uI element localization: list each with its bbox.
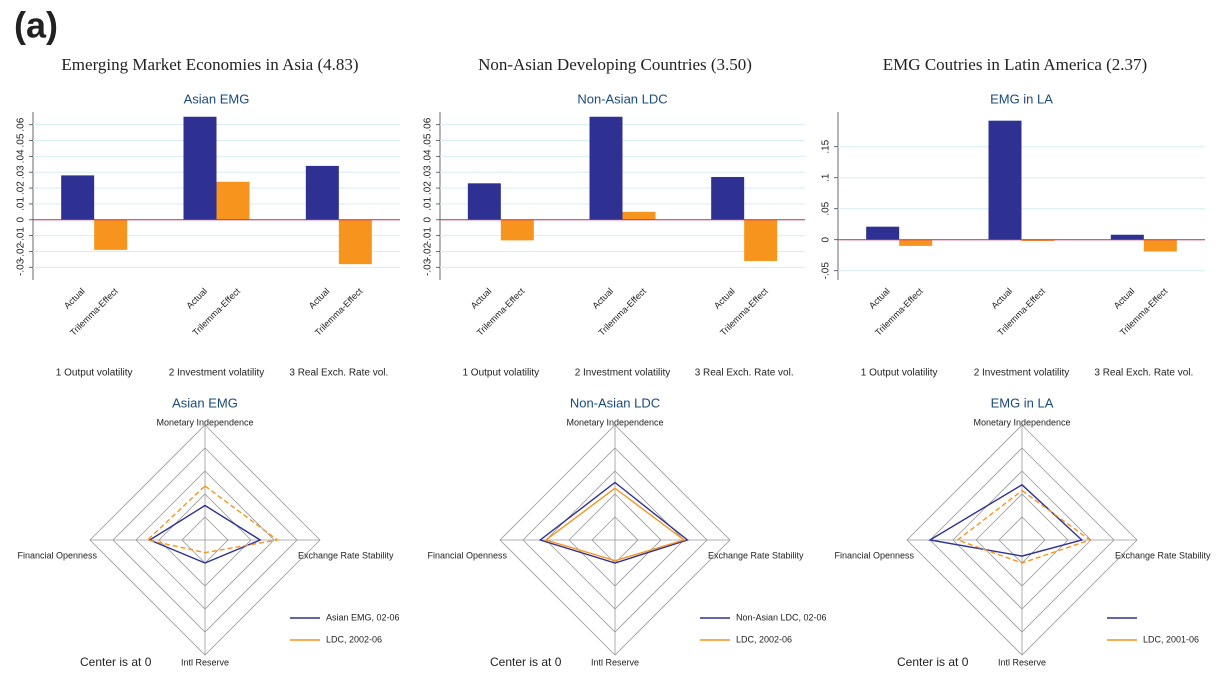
bar <box>500 219 534 241</box>
legend-label: LDC, 2002-06 <box>326 634 382 644</box>
y-tick-label: .05 <box>423 133 434 147</box>
bar-label: Actual <box>989 286 1014 311</box>
panel-heading: Non-Asian Developing Countries (3.50) <box>478 55 752 74</box>
y-tick-label: .06 <box>16 117 27 131</box>
axis-label: Financial Openness <box>17 550 97 560</box>
y-tick-label: -.01 <box>423 227 434 245</box>
chart-title: Non-Asian LDC <box>577 91 667 106</box>
bar-label: Actual <box>62 286 87 311</box>
group-label: 1 Output volatility <box>861 368 938 379</box>
y-tick-label: .15 <box>821 139 832 153</box>
panel-heading: Emerging Market Economies in Asia (4.83) <box>61 55 358 74</box>
axis-label: Exchange Rate Stability <box>708 550 804 560</box>
y-tick-label: .04 <box>16 149 27 163</box>
bar <box>94 219 128 250</box>
legend-label: LDC, 2001-06 <box>1143 634 1199 644</box>
group-label: 1 Output volatility <box>462 368 539 379</box>
bar <box>711 176 745 220</box>
panel-heading: EMG Coutries in Latin America (2.37) <box>883 55 1147 74</box>
bar-label: Actual <box>307 286 332 311</box>
group-label: 2 Investment volatility <box>169 368 265 379</box>
y-tick-label: -.03 <box>423 258 434 276</box>
chart-title: EMG in LA <box>990 91 1053 106</box>
bar <box>183 116 217 220</box>
bar-label: Actual <box>590 286 615 311</box>
chart-title: Non-Asian LDC <box>570 395 660 410</box>
bar <box>467 183 501 220</box>
chart-title: EMG in LA <box>991 395 1054 410</box>
axis-label: Monetary Independence <box>566 417 663 427</box>
axis-label: Monetary Independence <box>973 417 1070 427</box>
group-label: 3 Real Exch. Rate vol. <box>695 368 794 379</box>
axis-label: Financial Openness <box>834 550 914 560</box>
group-label: 3 Real Exch. Rate vol. <box>1094 368 1193 379</box>
bar-label: Actual <box>712 286 737 311</box>
y-tick-label: .1 <box>821 173 832 182</box>
y-tick-label: .03 <box>16 165 27 179</box>
y-tick-label: .02 <box>423 181 434 195</box>
y-tick-label: .02 <box>16 181 27 195</box>
bar <box>216 181 250 220</box>
radar-line <box>148 504 262 564</box>
axis-label: Exchange Rate Stability <box>298 550 394 560</box>
chart-title: Asian EMG <box>172 395 238 410</box>
y-tick-label: .01 <box>423 197 434 211</box>
radar-line <box>544 487 686 562</box>
bar <box>899 239 933 246</box>
axis-label: Exchange Rate Stability <box>1115 550 1211 560</box>
bar-label: Actual <box>184 286 209 311</box>
axis-label: Financial Openness <box>427 550 507 560</box>
axis-label: Monetary Independence <box>156 417 253 427</box>
y-tick-label: -.02 <box>423 242 434 260</box>
bar <box>61 175 95 220</box>
axis-label: Intl Reserve <box>181 657 229 667</box>
y-tick-label: .01 <box>16 197 27 211</box>
bar <box>866 226 900 240</box>
y-tick-label: -.02 <box>16 242 27 260</box>
y-tick-label: .04 <box>423 149 434 163</box>
bar <box>988 120 1022 240</box>
bar-label: Actual <box>867 286 892 311</box>
group-label: 2 Investment volatility <box>974 368 1070 379</box>
group-label: 3 Real Exch. Rate vol. <box>289 368 388 379</box>
y-tick-label: 0 <box>821 236 832 242</box>
bar-label: Actual <box>469 286 494 311</box>
group-label: 2 Investment volatility <box>575 368 671 379</box>
axis-label: Intl Reserve <box>591 657 639 667</box>
radar-line <box>956 489 1092 564</box>
chart-title: Asian EMG <box>184 91 250 106</box>
y-tick-label: .06 <box>423 117 434 131</box>
group-label: 1 Output volatility <box>56 368 133 379</box>
legend-label: LDC, 2002-06 <box>736 634 792 644</box>
radar-line <box>146 485 280 554</box>
y-tick-label: -.05 <box>821 262 832 280</box>
bar <box>338 219 372 265</box>
bar <box>622 211 656 220</box>
y-tick-label: 0 <box>423 217 434 223</box>
bar <box>1110 234 1144 240</box>
radar-line <box>928 483 1084 557</box>
note: Center is at 0 <box>897 655 969 669</box>
figure-label: (a) <box>14 5 58 46</box>
y-tick-label: -.03 <box>16 258 27 276</box>
bar <box>1143 239 1177 252</box>
bar <box>305 165 339 220</box>
bar <box>744 219 778 261</box>
y-tick-label: .05 <box>16 133 27 147</box>
legend-label: Non-Asian LDC, 02-06 <box>736 612 827 622</box>
y-tick-label: 0 <box>16 217 27 223</box>
y-tick-label: -.01 <box>16 227 27 245</box>
radar-line <box>538 481 689 564</box>
legend-label: Asian EMG, 02-06 <box>326 612 400 622</box>
y-tick-label: .03 <box>423 165 434 179</box>
bar <box>589 116 623 220</box>
note: Center is at 0 <box>490 655 562 669</box>
bar <box>1021 239 1055 241</box>
y-tick-label: .05 <box>821 201 832 215</box>
note: Center is at 0 <box>80 655 152 669</box>
bar-label: Actual <box>1112 286 1137 311</box>
axis-label: Intl Reserve <box>998 657 1046 667</box>
